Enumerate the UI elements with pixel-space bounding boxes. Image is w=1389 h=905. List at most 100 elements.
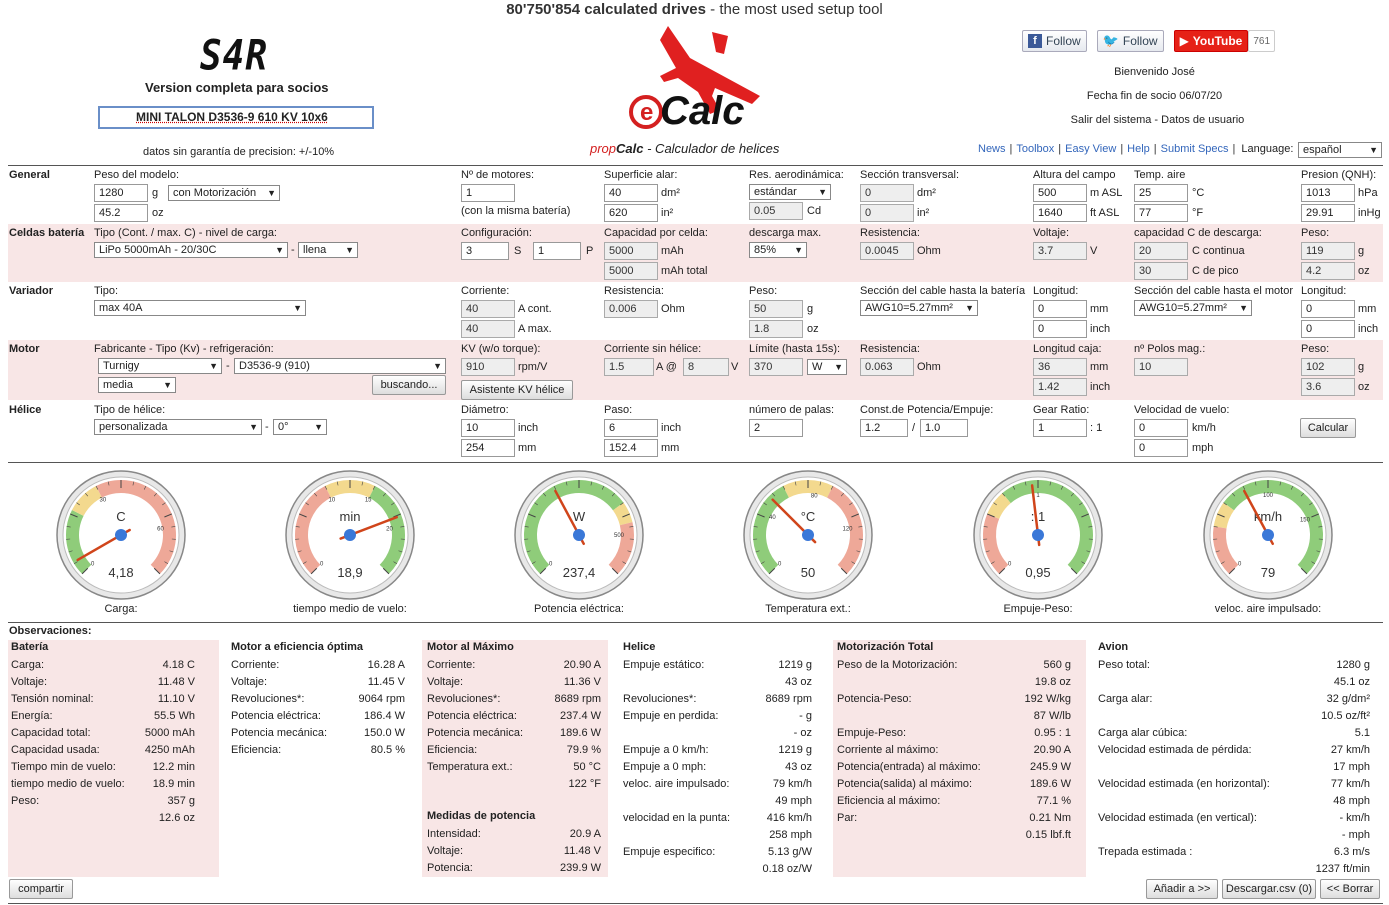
- c-peak[interactable]: 30: [1134, 262, 1188, 280]
- weight-mode-select[interactable]: con Motorización: [168, 185, 280, 201]
- unit-g: g: [1358, 245, 1365, 257]
- battery-resistance[interactable]: 0.0045: [860, 242, 914, 260]
- esc-resistance[interactable]: 0.006: [604, 300, 658, 318]
- motor-count-input[interactable]: 1: [461, 184, 515, 202]
- motor-manufacturer-select[interactable]: Turnigy: [98, 358, 222, 374]
- wing-area-in-input[interactable]: 620: [604, 204, 658, 222]
- esc-current-max[interactable]: 40: [461, 320, 515, 338]
- motor-weight-g[interactable]: 102: [1301, 358, 1355, 376]
- result-label: Empuje-Peso:: [837, 727, 907, 739]
- language-select[interactable]: español: [1298, 142, 1382, 158]
- diameter-mm-input[interactable]: 254: [461, 439, 515, 457]
- disclaimer: datos sin garantía de precision: +/-10%: [143, 146, 335, 158]
- pressure-hpa-input[interactable]: 1013: [1301, 184, 1355, 202]
- gauge-tick: [1215, 550, 1220, 553]
- result-value: 1237 ft/min: [1315, 863, 1370, 875]
- cable-length-mm[interactable]: 0: [1033, 300, 1087, 318]
- motor-resistance[interactable]: 0.063: [860, 358, 914, 376]
- share-button[interactable]: compartir: [9, 879, 73, 899]
- motor-weight-oz[interactable]: 3.6: [1301, 378, 1355, 396]
- cable-length-inch[interactable]: 0: [1033, 320, 1087, 338]
- result-label: veloc. aire impulsado:: [623, 778, 730, 790]
- esc-weight-g[interactable]: 50: [749, 300, 803, 318]
- result-value: 11.36 V: [563, 676, 601, 688]
- result-label: Eficiencia:: [231, 744, 282, 756]
- cooling-select[interactable]: media: [98, 377, 176, 393]
- no-load-current[interactable]: 1.5: [604, 358, 654, 376]
- calculate-button[interactable]: Calcular: [1300, 418, 1356, 438]
- case-length-mm[interactable]: 36: [1033, 358, 1087, 376]
- c-continuous[interactable]: 20: [1134, 242, 1188, 260]
- limit-label: Límite (hasta 15s):: [749, 343, 841, 355]
- gauge-tick: [527, 513, 536, 518]
- motor-cable-select[interactable]: AWG10=5.27mm²: [1134, 300, 1252, 316]
- pitch-mm-input[interactable]: 152.4: [604, 439, 658, 457]
- battery-weight-g[interactable]: 119: [1301, 242, 1355, 260]
- cells-parallel-input[interactable]: 1: [533, 242, 581, 260]
- unit-ohm: Ohm: [661, 303, 685, 315]
- limit-unit-select[interactable]: W: [807, 359, 847, 375]
- model-weight-g-input[interactable]: 1280: [94, 184, 148, 202]
- setup-name-field[interactable]: MINI TALON D3536-9 610 KV 10x6: [98, 106, 374, 129]
- esc-type-select[interactable]: max 40A: [94, 300, 306, 316]
- battery-type-select[interactable]: LiPo 5000mAh - 20/30C: [94, 242, 288, 258]
- kv-input[interactable]: 910: [461, 358, 515, 376]
- poles-input[interactable]: 10: [1134, 358, 1188, 376]
- battery-weight-oz[interactable]: 4.2: [1301, 262, 1355, 280]
- max-discharge-select[interactable]: 85%: [749, 242, 807, 258]
- battery-cable-select[interactable]: AWG10=5.27mm²: [860, 300, 978, 316]
- altitude-m-input[interactable]: 500: [1033, 184, 1087, 202]
- result-value: 239.9 W: [560, 862, 601, 874]
- diameter-inch-input[interactable]: 10: [461, 419, 515, 437]
- esc-current-cont[interactable]: 40: [461, 300, 515, 318]
- thrust-constant-input[interactable]: 1.0: [920, 419, 968, 437]
- kv-wizard-button[interactable]: Asistente KV hélice: [461, 380, 573, 400]
- motor-type-select[interactable]: D3536-9 (910): [234, 358, 446, 374]
- temp-f-input[interactable]: 77: [1134, 204, 1188, 222]
- power-constant-input[interactable]: 1.2: [860, 419, 908, 437]
- prop-angle-select[interactable]: 0°: [273, 419, 327, 435]
- model-weight-oz-input[interactable]: 45.2: [94, 204, 148, 222]
- gauge-tick: [393, 561, 398, 564]
- charge-level-select[interactable]: llena: [298, 242, 358, 258]
- motor-cable-length-mm[interactable]: 0: [1301, 300, 1355, 318]
- search-motor-button[interactable]: buscando...: [372, 375, 446, 395]
- gear-ratio-input[interactable]: 1: [1033, 419, 1087, 437]
- facebook-follow-button[interactable]: f Follow: [1022, 30, 1087, 52]
- tw-label: Follow: [1122, 34, 1158, 48]
- download-csv-button[interactable]: Descargar.csv (0): [1222, 879, 1316, 899]
- clear-button[interactable]: << Borrar: [1320, 879, 1380, 899]
- nav-easy-view[interactable]: Easy View: [1065, 143, 1117, 155]
- pressure-inhg-input[interactable]: 29.91: [1301, 204, 1355, 222]
- wing-area-dm-input[interactable]: 40: [604, 184, 658, 202]
- cells-series-input[interactable]: 3: [461, 242, 509, 260]
- capacity-input[interactable]: 5000: [604, 242, 658, 260]
- add-button[interactable]: Añadir a >>: [1146, 879, 1218, 899]
- flight-speed-mph-input[interactable]: 0: [1134, 439, 1188, 457]
- youtube-button[interactable]: ▶ YouTube: [1173, 30, 1249, 52]
- motor-cable-length-label: Longitud:: [1301, 285, 1347, 297]
- gauge-tick: [524, 526, 529, 528]
- case-length-inch[interactable]: 1.42: [1033, 378, 1087, 396]
- nav-help[interactable]: Help: [1127, 143, 1150, 155]
- blades-input[interactable]: 2: [749, 419, 803, 437]
- nav-submit-specs[interactable]: Submit Specs: [1160, 143, 1229, 155]
- nav-news[interactable]: News: [978, 143, 1006, 155]
- gauge-red-band: [983, 513, 1009, 574]
- nav-toolbox[interactable]: Toolbox: [1016, 143, 1055, 155]
- motor-cable-length-inch[interactable]: 0: [1301, 320, 1355, 338]
- app-subtitle-text: - Calculador de helices: [643, 141, 780, 156]
- esc-weight-oz[interactable]: 1.8: [749, 320, 803, 338]
- flight-speed-kmh-input[interactable]: 0: [1134, 419, 1188, 437]
- no-load-voltage[interactable]: 8: [683, 358, 729, 376]
- result-value: 12.2 min: [152, 761, 195, 773]
- twitter-follow-button[interactable]: 🐦 Follow: [1096, 30, 1164, 52]
- limit-input[interactable]: 370: [749, 358, 803, 376]
- altitude-ft-input[interactable]: 1640: [1033, 204, 1087, 222]
- logout-link[interactable]: Salir del sistema - Datos de usuario: [1070, 114, 1245, 126]
- prop-type-select[interactable]: personalizada: [94, 419, 262, 435]
- temp-c-input[interactable]: 25: [1134, 184, 1188, 202]
- pitch-inch-input[interactable]: 6: [604, 419, 658, 437]
- drag-select[interactable]: estándar: [749, 184, 831, 200]
- cell-voltage[interactable]: 3.7: [1033, 242, 1087, 260]
